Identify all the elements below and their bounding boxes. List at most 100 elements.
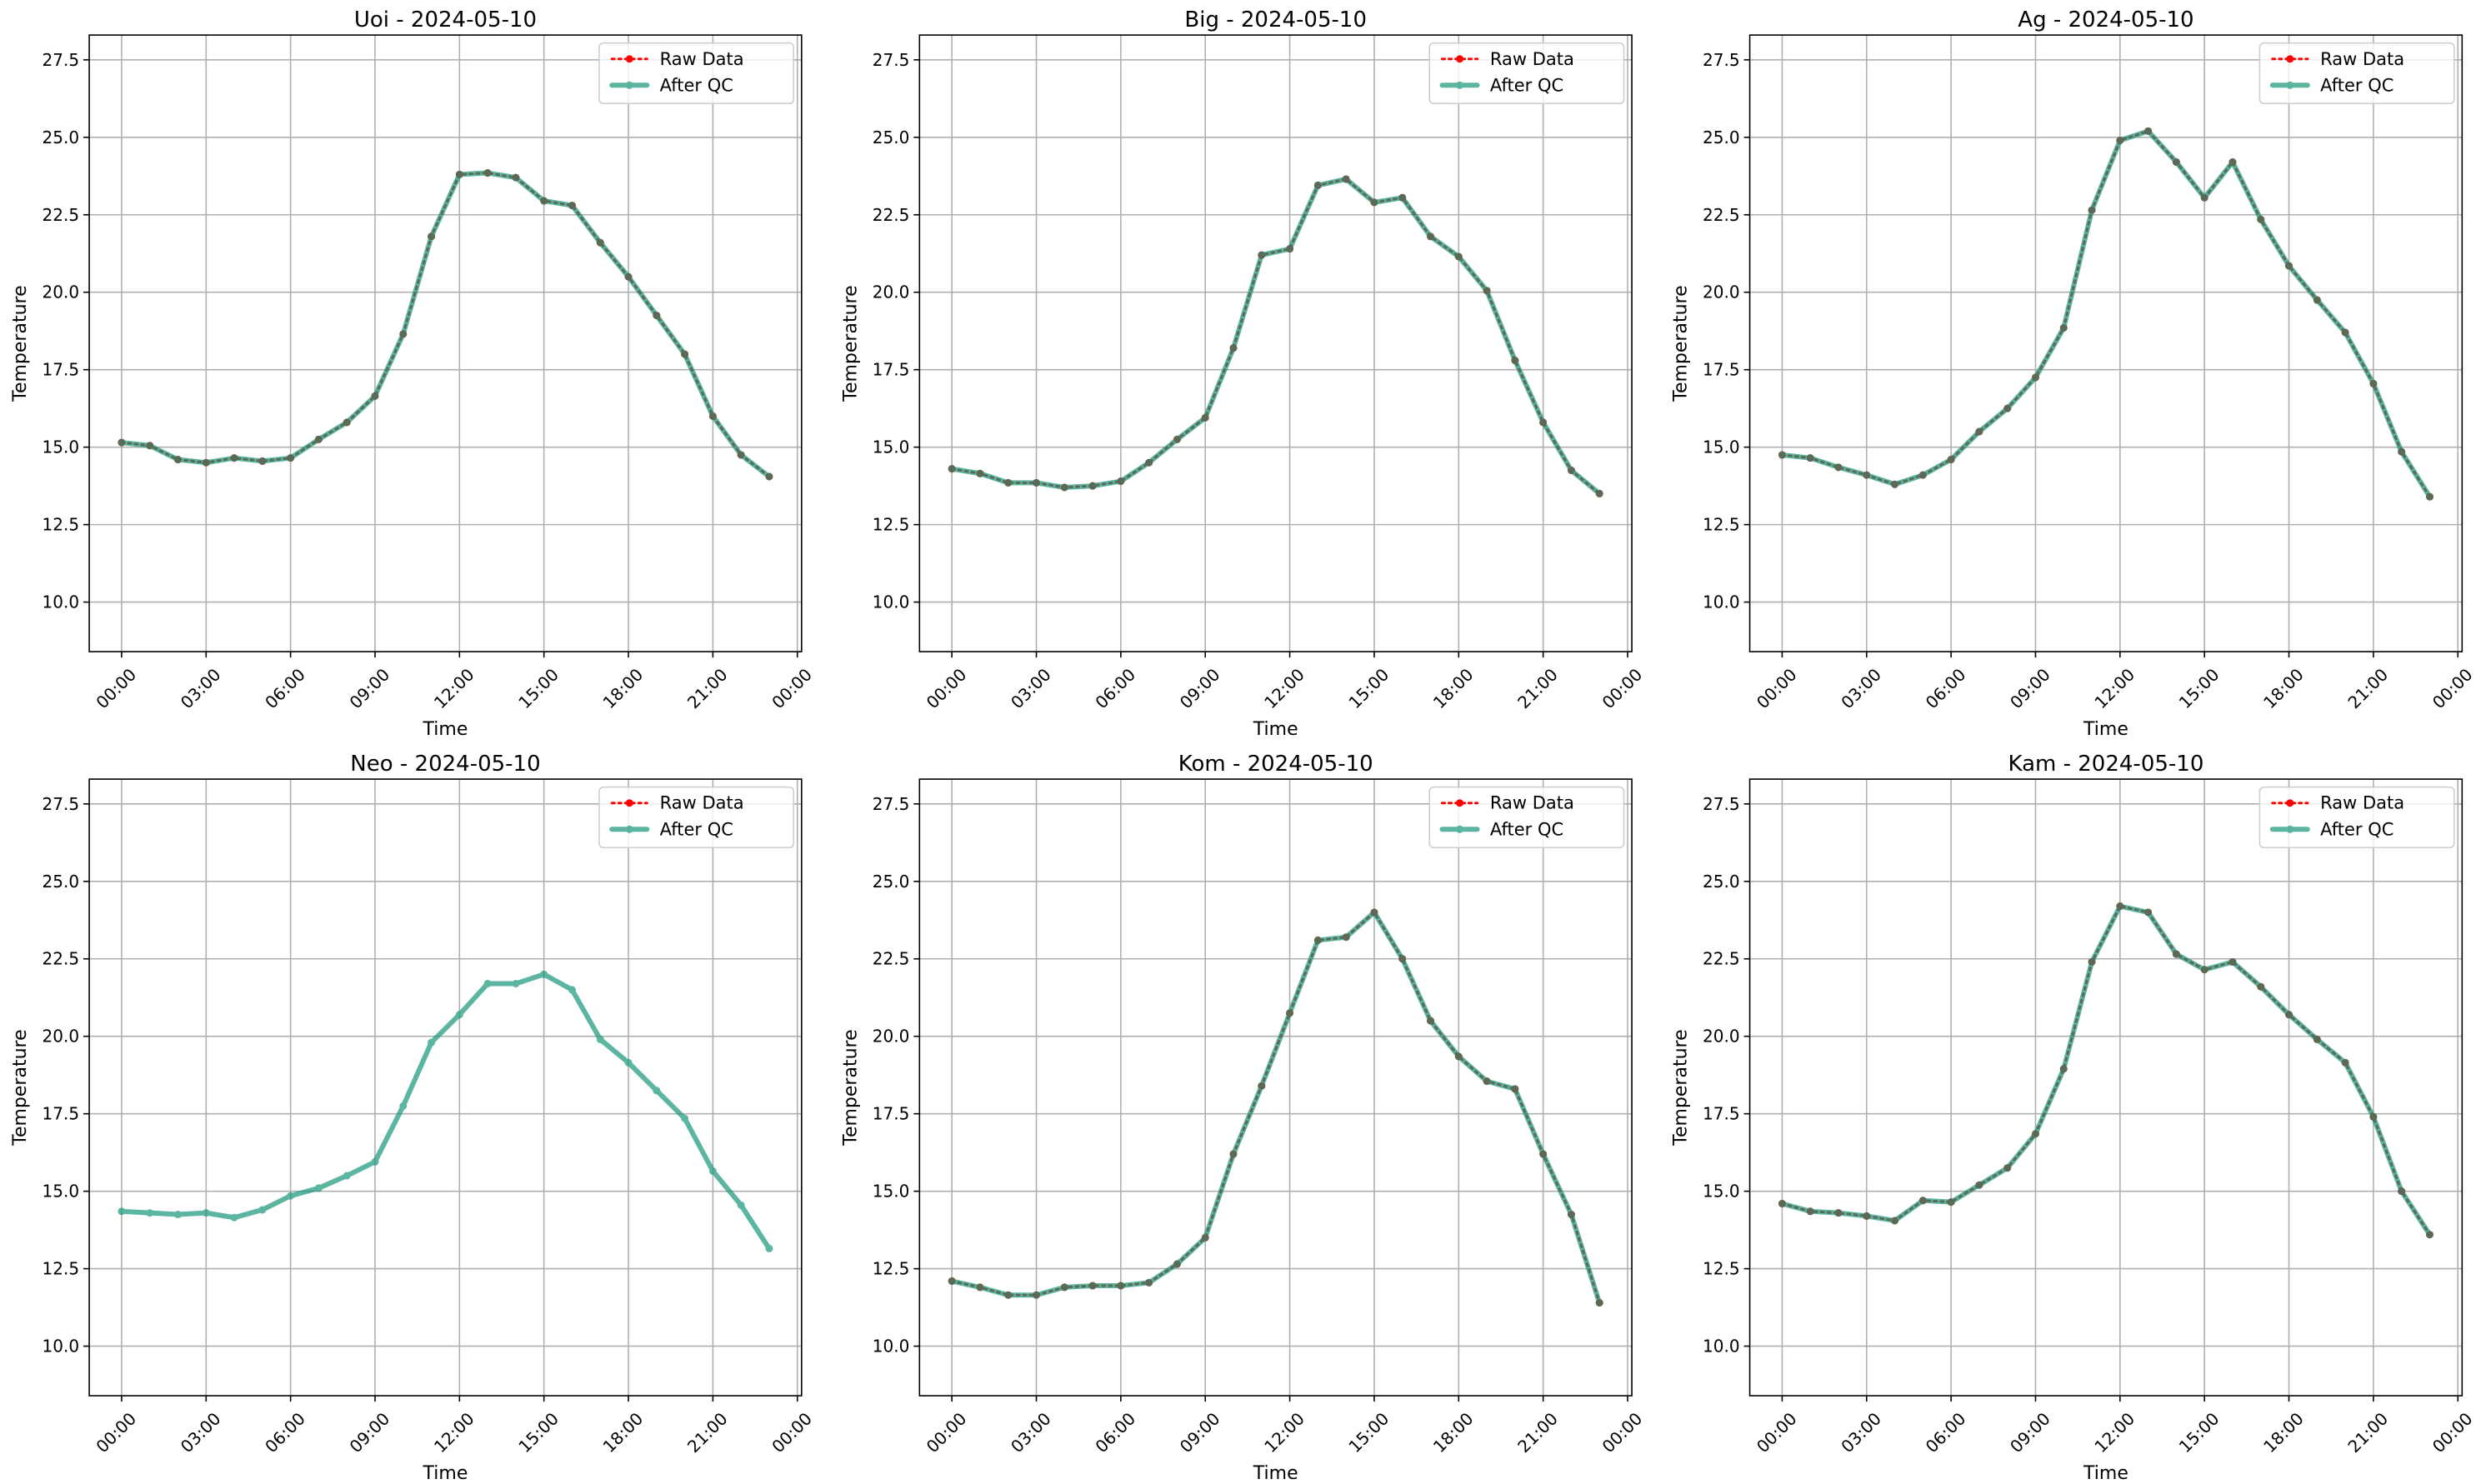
subplot-title: Uoi - 2024-05-10 xyxy=(354,7,537,32)
data-point xyxy=(2172,158,2180,167)
data-point xyxy=(2257,982,2265,991)
data-point xyxy=(1258,251,1266,259)
x-tick-label: 18:00 xyxy=(2259,1408,2308,1457)
data-point xyxy=(624,1058,633,1067)
data-point xyxy=(1975,1181,1983,1189)
y-tick-label: 25.0 xyxy=(43,127,80,147)
data-point xyxy=(1834,463,1843,472)
data-point xyxy=(568,202,576,210)
data-point xyxy=(118,1207,126,1216)
x-tick-label: 03:00 xyxy=(1837,1408,1885,1457)
x-tick-label: 00:00 xyxy=(1753,1408,1801,1457)
data-point xyxy=(343,1172,351,1180)
data-point xyxy=(1567,467,1575,475)
legend-marker xyxy=(625,55,633,63)
x-tick-label: 00:00 xyxy=(768,1408,816,1457)
legend-marker xyxy=(625,825,633,833)
x-axis-label: Time xyxy=(1253,1463,1298,1484)
subplot-title: Neo - 2024-05-10 xyxy=(350,752,540,777)
x-tick-label: 06:00 xyxy=(1091,664,1139,712)
data-point xyxy=(2425,492,2433,501)
legend-label: After QC xyxy=(1490,75,1563,95)
data-point xyxy=(202,458,210,467)
data-point xyxy=(2369,1112,2378,1121)
y-tick-label: 17.5 xyxy=(1703,1104,1740,1124)
data-point xyxy=(371,392,379,400)
raw-series xyxy=(118,169,773,481)
data-point xyxy=(1033,1291,1041,1299)
data-point xyxy=(1891,480,1899,488)
data-point xyxy=(1567,1211,1575,1219)
x-tick-label: 03:00 xyxy=(1837,664,1885,712)
data-point xyxy=(737,1201,745,1209)
data-point xyxy=(512,173,520,182)
y-axis-label: Temperature xyxy=(10,1029,31,1146)
y-tick-label: 17.5 xyxy=(43,360,80,380)
x-tick-label: 00:00 xyxy=(2428,1408,2477,1457)
axes-frame xyxy=(918,34,1633,652)
plot-area xyxy=(118,169,773,481)
data-point xyxy=(653,312,661,320)
data-point xyxy=(2031,1130,2039,1138)
data-point xyxy=(2313,1035,2321,1043)
data-point xyxy=(2200,193,2208,202)
legend: Raw Data After QC xyxy=(2258,786,2455,849)
x-tick-label: 12:00 xyxy=(430,664,478,712)
subplot: 00:00 03:00 06:00 09:00 12:00 15:00 18:00 21:00… xyxy=(10,7,816,740)
legend-marker xyxy=(1456,55,1464,63)
data-point xyxy=(2398,447,2406,456)
data-point xyxy=(1918,1197,1927,1205)
data-point xyxy=(2059,1065,2068,1073)
x-tick-label: 18:00 xyxy=(1429,664,1478,712)
y-tick-label: 25.0 xyxy=(43,872,80,892)
series-line xyxy=(1780,905,2431,1237)
y-tick-label: 12.5 xyxy=(43,515,80,535)
legend: Raw Data After QC xyxy=(598,786,795,849)
data-point xyxy=(1060,483,1068,492)
x-tick-label: 00:00 xyxy=(92,1408,140,1457)
data-point xyxy=(1539,418,1548,427)
legend-marker xyxy=(2286,825,2294,833)
data-point xyxy=(708,412,717,420)
data-point xyxy=(1370,908,1378,917)
x-tick-label: 00:00 xyxy=(1598,664,1647,712)
legend-entry xyxy=(1441,55,1479,63)
y-tick-label: 27.5 xyxy=(1703,794,1740,814)
x-tick-label: 00:00 xyxy=(923,1408,971,1457)
data-point xyxy=(428,232,436,241)
data-point xyxy=(1778,1200,1786,1208)
data-point xyxy=(653,1087,661,1095)
data-point xyxy=(314,1184,323,1192)
x-tick-label: 00:00 xyxy=(923,664,971,712)
y-tick-label: 27.5 xyxy=(873,794,910,814)
axes-frame xyxy=(1748,34,2463,652)
legend-entry xyxy=(2269,81,2310,89)
data-point xyxy=(399,1102,408,1110)
x-tick-label: 18:00 xyxy=(599,1408,648,1457)
data-point xyxy=(2200,966,2208,974)
qc-series xyxy=(948,908,1603,1307)
y-tick-label: 20.0 xyxy=(43,1027,80,1047)
x-tick-label: 09:00 xyxy=(1176,664,1224,712)
data-point xyxy=(1229,344,1238,352)
data-point xyxy=(1004,1291,1013,1299)
data-point xyxy=(428,1038,436,1047)
data-point xyxy=(2088,206,2096,214)
data-point xyxy=(2059,323,2068,332)
legend-marker xyxy=(2286,799,2294,807)
y-tick-label: 17.5 xyxy=(43,1104,80,1124)
data-point xyxy=(2116,902,2124,911)
y-axis-label: Temperature xyxy=(840,285,861,402)
legend-label: Raw Data xyxy=(660,49,744,69)
data-point xyxy=(1313,181,1322,189)
x-axis-label: Time xyxy=(2083,1463,2128,1484)
legend-marker xyxy=(625,799,633,807)
data-point xyxy=(1173,435,1181,443)
series-line xyxy=(1780,129,2431,498)
data-point xyxy=(2003,1164,2012,1172)
x-tick-label: 06:00 xyxy=(1091,1408,1139,1457)
data-point xyxy=(1258,1082,1266,1090)
legend-entry xyxy=(609,825,650,833)
y-tick-label: 12.5 xyxy=(1703,1259,1740,1279)
data-point xyxy=(708,1167,717,1175)
